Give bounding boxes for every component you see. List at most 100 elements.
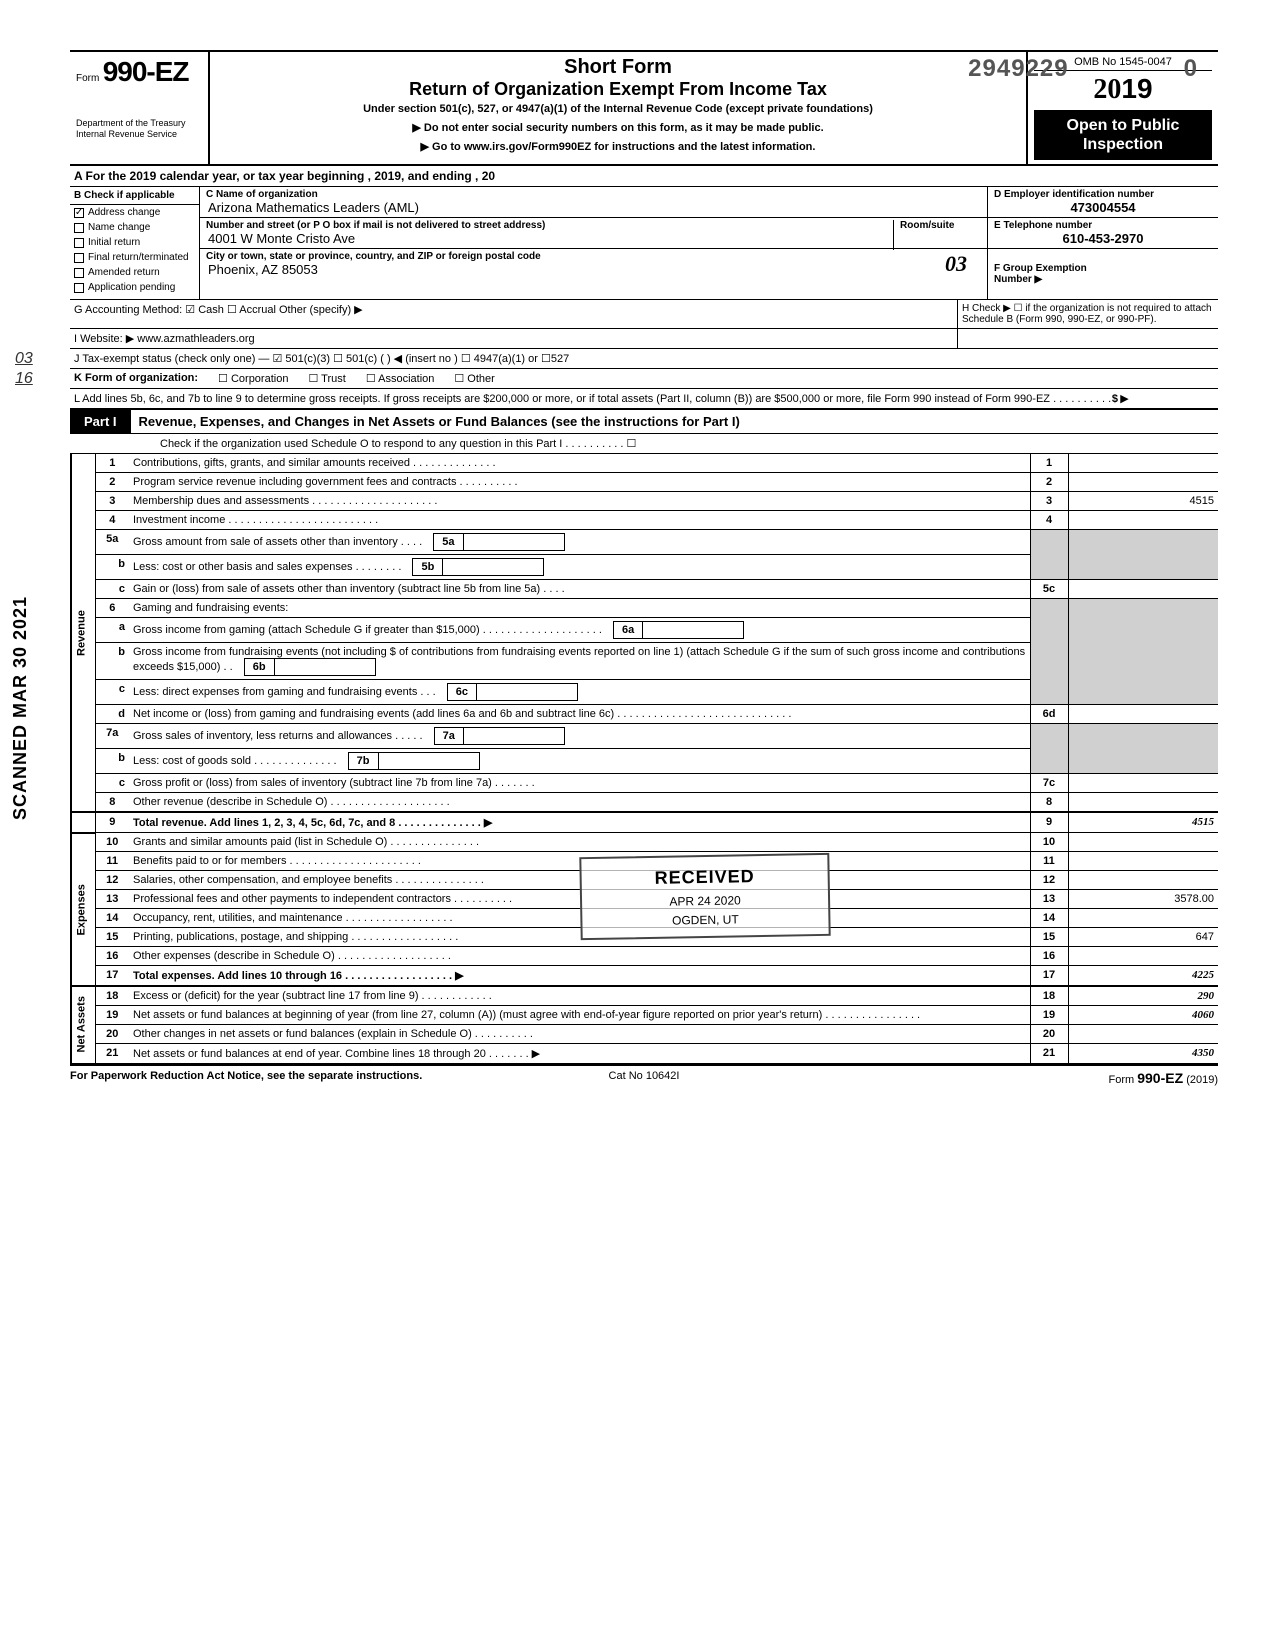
shaded (1030, 599, 1068, 618)
part1-sub-text: Check if the organization used Schedule … (160, 437, 1214, 450)
sub-val (477, 684, 577, 700)
line-val (1068, 1025, 1218, 1044)
line-col: 9 (1030, 812, 1068, 833)
line-val (1068, 473, 1218, 492)
footer-right: Form 990-EZ (2019) (835, 1070, 1218, 1086)
checkbox-icon[interactable] (74, 283, 84, 293)
shaded (1068, 555, 1218, 580)
checkbox-icon[interactable] (74, 268, 84, 278)
line-desc: Net income or (loss) from gaming and fun… (129, 705, 1030, 724)
desc-bold: Total revenue. Add lines 1, 2, 3, 4, 5c,… (133, 817, 492, 829)
line-desc: Gross amount from sale of assets other t… (129, 530, 1030, 555)
line-col: 4 (1030, 511, 1068, 530)
org-name-row: C Name of organization Arizona Mathemati… (200, 187, 987, 218)
sub-num: 6b (245, 659, 275, 675)
line-val: 4060 (1068, 1006, 1218, 1025)
street-label: Number and street (or P O box if mail is… (206, 220, 981, 231)
line-desc: Investment income . . . . . . . . . . . … (129, 511, 1030, 530)
line-val (1068, 454, 1218, 473)
line-num: 15 (95, 928, 129, 947)
side-blank (71, 812, 95, 833)
desc-bold: Total expenses. Add lines 10 through 16 … (133, 970, 464, 982)
line-num: 7a (95, 724, 129, 749)
line-num: b (95, 643, 129, 680)
line-desc: Net assets or fund balances at end of ye… (129, 1044, 1030, 1064)
line-desc: Less: cost of goods sold . . . . . . . .… (129, 749, 1030, 774)
line-val (1068, 909, 1218, 928)
col-c: C Name of organization Arizona Mathemati… (200, 187, 988, 299)
cb-namechange: Name change (70, 220, 199, 235)
side-expenses: Expenses (71, 833, 95, 987)
cb-label: Application pending (88, 282, 175, 293)
line-val (1068, 774, 1218, 793)
line-desc: Gross profit or (loss) from sales of inv… (129, 774, 1030, 793)
row-h-cont (958, 329, 1218, 348)
line-val (1068, 580, 1218, 599)
sub-num: 6c (448, 684, 477, 700)
checkbox-icon[interactable] (74, 238, 84, 248)
return-title: Return of Organization Exempt From Incom… (220, 79, 1016, 101)
line-desc: Gain or (loss) from sale of assets other… (129, 580, 1030, 599)
part1-label: Part I (70, 410, 131, 433)
line-num: 19 (95, 1006, 129, 1025)
line-num: 2 (95, 473, 129, 492)
stamp-seq: 2949229 (968, 55, 1068, 82)
line-num: 10 (95, 833, 129, 852)
k-other: ☐ Other (454, 372, 494, 385)
line-col: 15 (1030, 928, 1068, 947)
org-name: Arizona Mathematics Leaders (AML) (206, 200, 981, 215)
warn-line: ▶ Do not enter social security numbers o… (220, 121, 1016, 134)
sub-num: 6a (614, 622, 643, 638)
line-col: 16 (1030, 947, 1068, 966)
checkbox-icon[interactable] (74, 208, 84, 218)
margin-note-2: 16 (15, 370, 33, 388)
line-num: d (95, 705, 129, 724)
checkbox-icon[interactable] (74, 223, 84, 233)
shaded (1068, 618, 1218, 643)
desc-text: Less: cost or other basis and sales expe… (133, 561, 401, 573)
line-num: 21 (95, 1044, 129, 1064)
line-col: 5c (1030, 580, 1068, 599)
line-val (1068, 871, 1218, 890)
row-k-prefix: K Form of organization: (74, 372, 198, 385)
line-col: 21 (1030, 1044, 1068, 1064)
cb-label: Initial return (88, 237, 140, 248)
footer-year: (2019) (1186, 1074, 1218, 1086)
shaded (1030, 530, 1068, 555)
cb-amended: Amended return (70, 265, 199, 280)
sub-num: 5a (434, 534, 463, 550)
line-desc: Other changes in net assets or fund bala… (129, 1025, 1030, 1044)
row-k: K Form of organization: ☐ Corporation ☐ … (70, 369, 1218, 389)
phone: 610-453-2970 (994, 231, 1212, 246)
stamp-zero: 0 (1184, 55, 1198, 82)
line-desc: Net assets or fund balances at beginning… (129, 1006, 1030, 1025)
street: 4001 W Monte Cristo Ave (206, 231, 981, 246)
line-col: 10 (1030, 833, 1068, 852)
section-bcdef: B Check if applicable Address change Nam… (70, 187, 1218, 300)
shaded (1030, 724, 1068, 749)
line-val: 4350 (1068, 1044, 1218, 1064)
footer-mid: Cat No 10642I (453, 1070, 836, 1086)
checkbox-icon[interactable] (74, 253, 84, 263)
desc-text: Gross income from gaming (attach Schedul… (133, 624, 602, 636)
row-g: G Accounting Method: ☑ Cash ☐ Accrual Ot… (70, 300, 958, 328)
row-gh: G Accounting Method: ☑ Cash ☐ Accrual Ot… (70, 300, 1218, 329)
row-i-wrap: I Website: ▶ www.azmathleaders.org (70, 329, 1218, 349)
line-desc: Gross income from gaming (attach Schedul… (129, 618, 1030, 643)
subtitle: Under section 501(c), 527, or 4947(a)(1)… (220, 103, 1016, 115)
city-label: City or town, state or province, country… (206, 251, 981, 262)
line-num: 14 (95, 909, 129, 928)
line-val: 4225 (1068, 966, 1218, 987)
line-num: 4 (95, 511, 129, 530)
cb-pending: Application pending (70, 280, 199, 295)
shaded (1030, 749, 1068, 774)
line-desc: Other expenses (describe in Schedule O) … (129, 947, 1030, 966)
line-num: c (95, 680, 129, 705)
cb-label: Final return/terminated (88, 252, 189, 263)
line-val (1068, 852, 1218, 871)
line-num: 12 (95, 871, 129, 890)
ein: 473004554 (994, 200, 1212, 215)
line-desc: Grants and similar amounts paid (list in… (129, 833, 1030, 852)
page-container: SCANNED MAR 30 2021 03 16 2949229 0 Form… (0, 0, 1288, 1130)
row-h: H Check ▶ ☐ if the organization is not r… (958, 300, 1218, 328)
